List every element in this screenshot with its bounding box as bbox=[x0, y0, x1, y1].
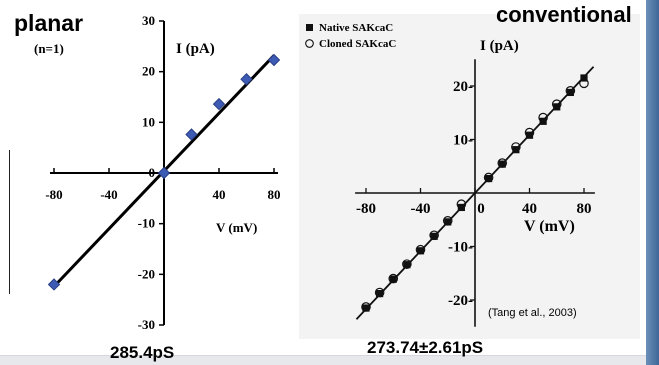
right-cloned-point bbox=[442, 216, 453, 226]
right-y-tick-label: -20- bbox=[448, 293, 473, 309]
left-data-point bbox=[157, 166, 171, 180]
left-x-tick-label: 40 bbox=[213, 187, 226, 202]
left-x-tick-label: 80 bbox=[268, 187, 281, 202]
left-y-tick-label: 0 bbox=[149, 165, 156, 180]
left-panel-note: (n=1) bbox=[34, 41, 64, 56]
right-x-tick-label: -80 bbox=[356, 201, 376, 217]
right-y-tick-label: 20- bbox=[453, 79, 473, 95]
right-native-point bbox=[512, 146, 520, 154]
right-panel-title: conventional bbox=[496, 2, 632, 27]
right-cloned-point bbox=[388, 273, 399, 284]
right-native-point bbox=[553, 103, 561, 111]
right-native-point bbox=[389, 275, 397, 283]
right-native-point bbox=[457, 203, 465, 212]
right-panel-caption: 273.74±2.61pS bbox=[367, 338, 484, 357]
right-native-point bbox=[416, 247, 425, 255]
legend-cloned-marker bbox=[305, 39, 314, 48]
right-cloned-point bbox=[429, 230, 439, 241]
right-native-point bbox=[376, 289, 384, 298]
right-chart-citation: (Tang et al., 2003) bbox=[488, 307, 577, 319]
right-chart-y-axis-label: I (pA) bbox=[480, 38, 519, 54]
left-chart-x-axis-label: V (mV) bbox=[216, 220, 257, 235]
right-y-tick-label: -10- bbox=[448, 240, 473, 256]
right-cloned-point bbox=[483, 172, 494, 183]
left-x-tick-label: -40 bbox=[100, 187, 117, 202]
right-cloned-point bbox=[565, 86, 576, 96]
left-y-tick-label: -30 bbox=[138, 317, 155, 332]
left-y-tick-label: 20 bbox=[142, 64, 155, 79]
slide-side-frame bbox=[646, 0, 659, 365]
left-y-tick-label: -10 bbox=[138, 216, 155, 231]
right-y-tick-label: 10- bbox=[453, 133, 473, 149]
right-x-tick-label: 80 bbox=[577, 201, 592, 217]
left-data-point bbox=[47, 278, 61, 291]
right-x-tick-label: 0 bbox=[477, 201, 485, 217]
right-cloned-point bbox=[402, 259, 412, 269]
right-native-point bbox=[403, 261, 411, 269]
left-y-tick-label: -20 bbox=[138, 266, 155, 281]
slide-bottom-strip bbox=[0, 355, 646, 365]
right-cloned-point bbox=[511, 142, 521, 152]
left-data-point bbox=[212, 97, 226, 111]
right-native-point bbox=[362, 304, 370, 312]
right-native-point bbox=[566, 88, 574, 97]
right-native-point bbox=[430, 232, 438, 240]
legend-cloned-label: Cloned SAKcaC bbox=[319, 38, 396, 50]
left-chart-y-axis-label: I (pA) bbox=[176, 41, 215, 57]
right-native-point bbox=[525, 131, 534, 139]
right-chart-background bbox=[299, 14, 640, 339]
right-chart-points bbox=[361, 74, 589, 312]
right-cloned-point bbox=[374, 287, 385, 298]
left-chart-points bbox=[47, 53, 281, 291]
left-data-point bbox=[240, 73, 253, 86]
left-data-point bbox=[267, 53, 281, 67]
right-cloned-point bbox=[551, 99, 562, 109]
legend-native-marker bbox=[306, 24, 313, 31]
right-cloned-point bbox=[415, 244, 426, 255]
right-cloned-point bbox=[524, 127, 535, 138]
legend-native-label: Native SAKcaC bbox=[319, 22, 393, 34]
right-cloned-point bbox=[361, 302, 371, 312]
left-x-tick-label: -80 bbox=[45, 187, 62, 202]
left-bracket-line bbox=[0, 150, 10, 294]
left-y-tick-label: 30 bbox=[142, 13, 155, 28]
right-native-point bbox=[444, 218, 452, 226]
left-panel-caption: 285.4pS bbox=[110, 343, 175, 362]
left-panel-title: planar bbox=[14, 10, 84, 36]
left-chart-ticks: -80 -40 40 80 -30 -20 -10 0 10 20 30 bbox=[45, 13, 280, 332]
right-x-tick-label: 40 bbox=[522, 201, 537, 217]
right-native-point bbox=[485, 174, 493, 183]
right-native-point bbox=[498, 160, 506, 168]
right-chart-x-axis-label: V (mV) bbox=[524, 218, 575, 235]
right-cloned-point bbox=[497, 158, 508, 168]
right-chart-legend: Native SAKcaC Cloned SAKcaC bbox=[305, 22, 396, 50]
right-cloned-point bbox=[579, 78, 589, 89]
right-native-point bbox=[580, 74, 588, 82]
right-cloned-point bbox=[456, 199, 467, 210]
left-data-point bbox=[185, 128, 198, 141]
right-chart-ticks: -80 -40 0 40 80 -20- -10- 10- 20- bbox=[356, 79, 592, 309]
right-cloned-point bbox=[538, 112, 548, 123]
right-x-tick-label: -40 bbox=[411, 201, 431, 217]
left-y-tick-label: 10 bbox=[142, 114, 155, 129]
